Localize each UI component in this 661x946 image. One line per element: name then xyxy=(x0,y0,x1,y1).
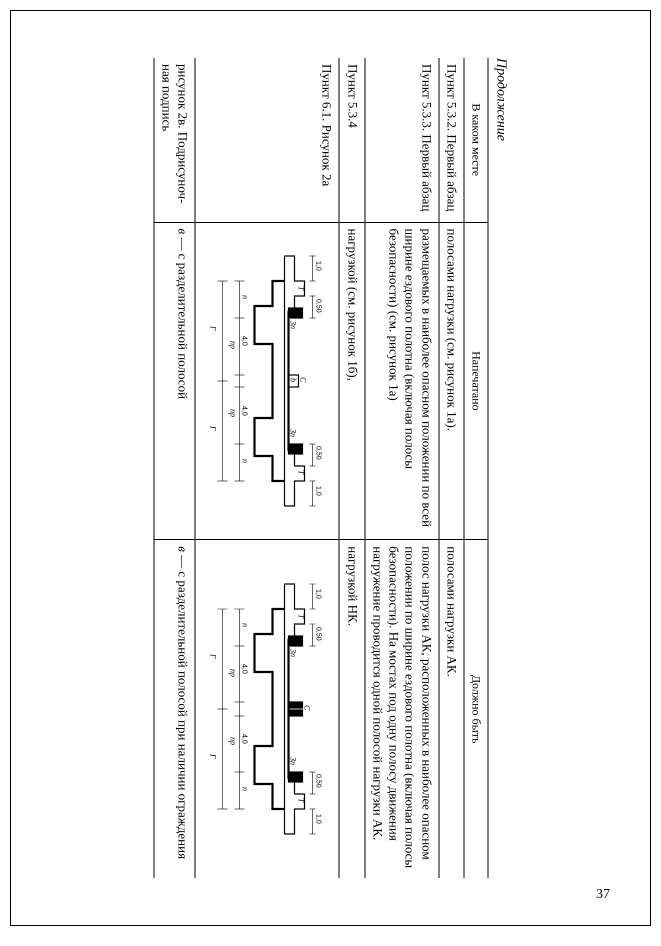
table-row: Пункт 5.3.3. Первый аб­зац размещаемых в… xyxy=(364,58,438,878)
label-G-left: Г xyxy=(209,325,218,331)
label-n-right: п xyxy=(241,787,250,791)
header-should-be: Должно быть xyxy=(464,540,488,878)
label-n-right: п xyxy=(241,459,250,463)
label-C: С xyxy=(303,705,312,711)
label-T-left: Т xyxy=(297,614,306,619)
label-3n-right: 3п xyxy=(289,428,298,437)
table-header-row: В каком месте Напечатано Должно быть xyxy=(464,58,488,878)
dim-lane-right: 4,0 xyxy=(241,734,248,744)
label-n-left: п xyxy=(241,623,250,627)
label-C: С xyxy=(299,377,308,383)
cell-location: Пункт 6.1. Рисунок 2а xyxy=(195,58,339,222)
dim-lane-left: 4,0 xyxy=(241,664,248,674)
label-G-right: Г xyxy=(209,425,218,431)
table-row: Пункт 5.3.4 нагрузкой (см. рисунок 1б), … xyxy=(339,58,364,878)
cell-printed: в — с разделительной полосой xyxy=(154,222,196,540)
label-np-left: пр xyxy=(229,669,238,677)
continuation-label: Продолжение xyxy=(492,58,508,878)
cell-printed: размещаемых в наиболее опасном по­ложени… xyxy=(364,222,438,540)
dim-right-overhang: 1,0 xyxy=(315,486,322,496)
cross-section-diagram-should-be: 1,0 0,50 0,50 1,0 Т Т 3п 3п С п 4,0 xyxy=(200,569,335,849)
label-np-right: пр xyxy=(229,409,238,417)
header-location: В каком месте xyxy=(464,58,488,222)
cell-printed-rest: — с разделительной полосой xyxy=(176,234,191,399)
table-row-figure: Пункт 6.1. Рисунок 2а xyxy=(195,58,339,878)
label-G-left: Г xyxy=(209,653,218,659)
label-T-right: Т xyxy=(297,470,306,475)
dim-left-overhang: 1,0 xyxy=(315,589,322,599)
cell-printed: нагрузкой (см. рисунок 1б), xyxy=(339,222,364,540)
label-n-left: п xyxy=(241,295,250,299)
cell-should-be-rest: — с разделительной полосой при на­личии … xyxy=(176,552,191,859)
dim-right-overhang: 1,0 xyxy=(315,814,322,824)
label-T-right: Т xyxy=(297,798,306,803)
cell-location: рисунок 2в. Подрисуноч­ная подпись xyxy=(154,58,196,222)
cell-should-be: нагрузкой НК. xyxy=(339,540,364,878)
page-frame: Продолжение В каком месте Напечатано Дол… xyxy=(10,10,651,926)
dim-lane-right: 4,0 xyxy=(241,406,248,416)
label-G-right: Г xyxy=(209,753,218,759)
table-row: рисунок 2в. Подрисуноч­ная подпись в — с… xyxy=(154,58,196,878)
cell-should-be-diagram: 1,0 0,50 0,50 1,0 Т Т 3п 3п С п 4,0 xyxy=(195,540,339,878)
label-np-left: пр xyxy=(229,341,238,349)
cell-location: Пункт 5.3.4 xyxy=(339,58,364,222)
label-3n-left: 3п xyxy=(289,320,298,329)
label-np-right: пр xyxy=(229,737,238,745)
rotated-table-block: Продолжение В каком месте Напечатано Дол… xyxy=(153,58,508,878)
cell-should-be: полос нагрузки АК, расположенных в наибо… xyxy=(364,540,438,878)
page-number: 37 xyxy=(596,887,610,903)
label-b: b xyxy=(289,378,298,382)
dim-barrier-left: 0,50 xyxy=(315,299,322,313)
label-T-left: Т xyxy=(297,286,306,291)
cell-printed: полосами нагрузки (см. рисунок 1а). xyxy=(438,222,463,540)
errata-table: В каком месте Напечатано Должно быть Пун… xyxy=(153,58,488,878)
cross-section-diagram-printed: 1,0 0,50 0,50 1,0 Т Т 3п 3п С b xyxy=(200,241,335,521)
cell-should-be: в — с разделительной полосой при на­личи… xyxy=(154,540,196,878)
dim-left-overhang: 1,0 xyxy=(315,261,322,271)
table-row: Пункт 5.3.2. Первый аб­зац полосами нагр… xyxy=(438,58,463,878)
cell-location: Пункт 5.3.3. Первый аб­зац xyxy=(364,58,438,222)
cell-printed-diagram: 1,0 0,50 0,50 1,0 Т Т 3п 3п С b xyxy=(195,222,339,540)
label-3n-right: 3п xyxy=(289,756,298,765)
cell-location: Пункт 5.3.2. Первый аб­зац xyxy=(438,58,463,222)
dim-barrier-left: 0,50 xyxy=(315,627,322,641)
dim-barrier-right: 0,50 xyxy=(315,774,322,788)
header-printed: Напечатано xyxy=(464,222,488,540)
dim-barrier-right: 0,50 xyxy=(315,446,322,460)
label-3n-left: 3п xyxy=(289,648,298,657)
cell-should-be: полосами нагрузки АК. xyxy=(438,540,463,878)
dim-lane-left: 4,0 xyxy=(241,336,248,346)
